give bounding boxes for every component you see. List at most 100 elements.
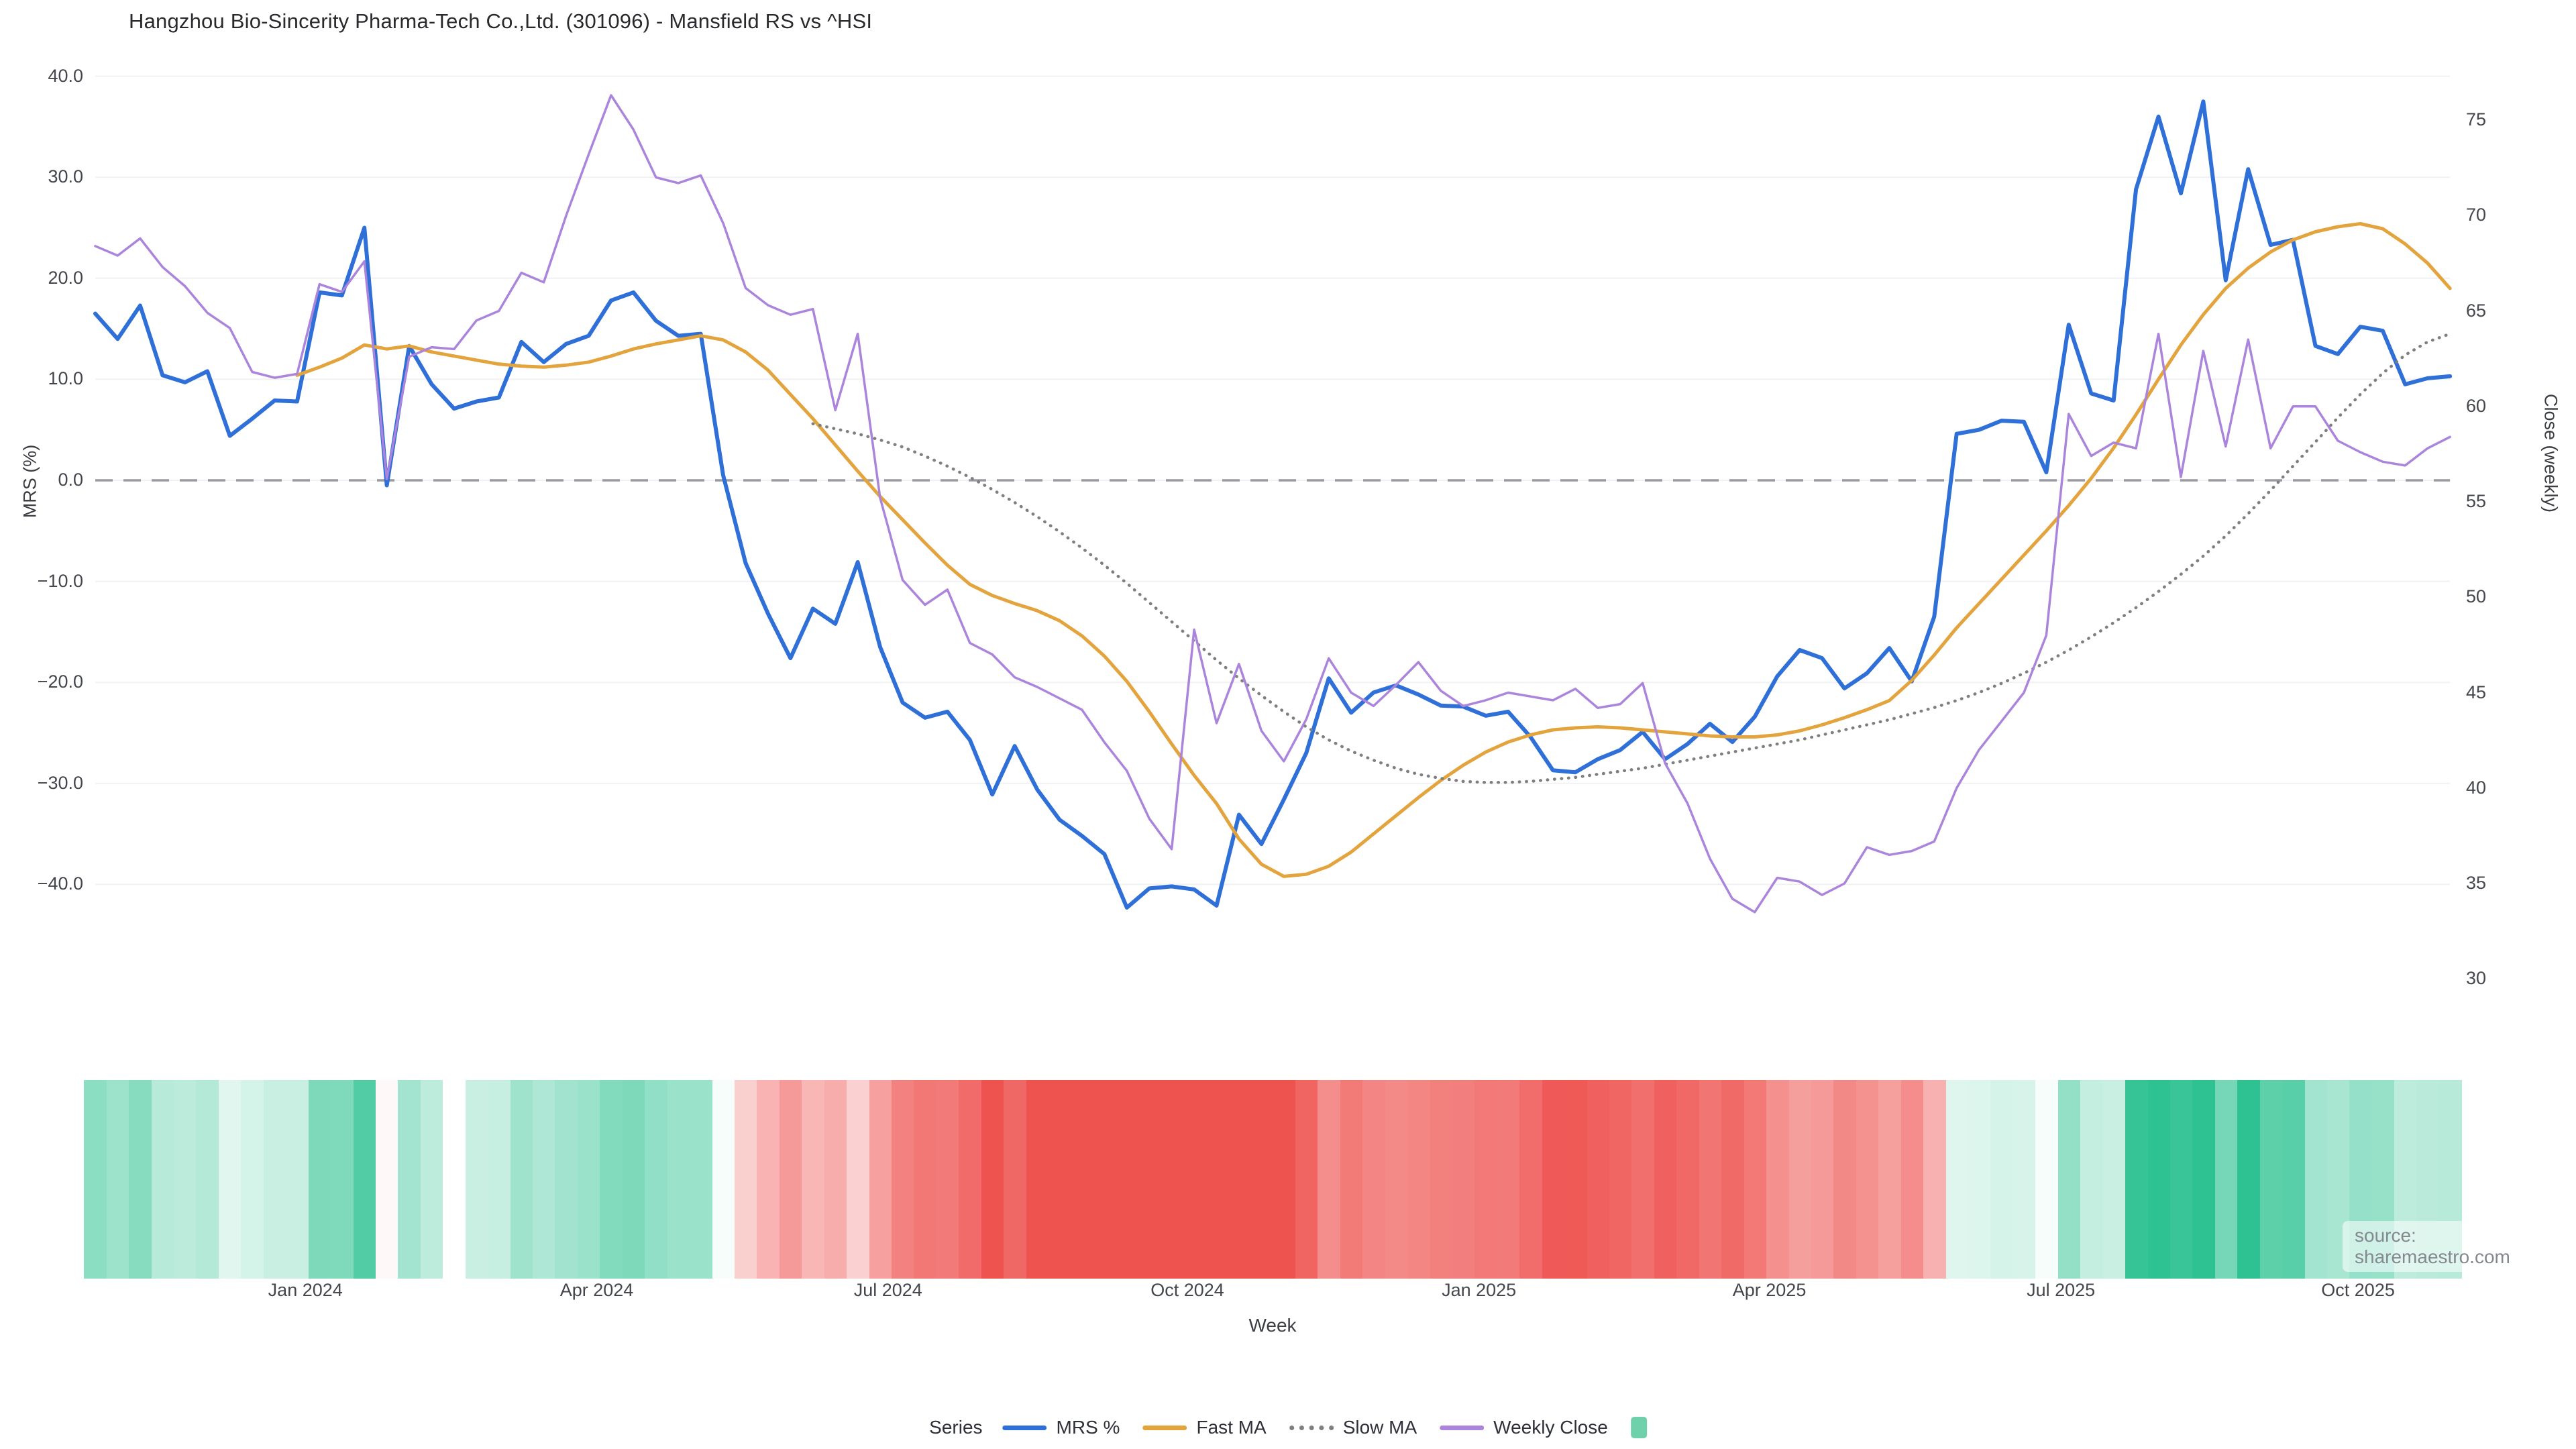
- heatmap-cell[interactable]: [936, 1080, 959, 1279]
- heatmap-cell[interactable]: [1945, 1080, 1969, 1279]
- weekly-close-line[interactable]: [94, 94, 2451, 914]
- heatmap-cell[interactable]: [1542, 1080, 1565, 1279]
- heatmap-cell[interactable]: [488, 1080, 511, 1279]
- heatmap-cell[interactable]: [2125, 1080, 2148, 1279]
- heatmap-cell[interactable]: [959, 1080, 981, 1279]
- heatmap-cell[interactable]: [2259, 1080, 2283, 1279]
- heatmap-cell[interactable]: [1273, 1080, 1295, 1279]
- heatmap-cell[interactable]: [779, 1080, 802, 1279]
- heatmap-cell[interactable]: [1049, 1080, 1071, 1279]
- heatmap-cell[interactable]: [914, 1080, 936, 1279]
- heatmap-cell[interactable]: [263, 1080, 286, 1279]
- heatmap-cell[interactable]: [690, 1080, 712, 1279]
- heatmap-cell[interactable]: [600, 1080, 623, 1279]
- fast-ma-line[interactable]: [295, 222, 2452, 878]
- heatmap-cell[interactable]: [1318, 1080, 1340, 1279]
- heatmap-cell[interactable]: [2214, 1080, 2238, 1279]
- heatmap-cell[interactable]: [353, 1080, 376, 1279]
- heatmap-cell[interactable]: [1228, 1080, 1251, 1279]
- heatmap-cell[interactable]: [1362, 1080, 1385, 1279]
- heatmap-cell[interactable]: [1004, 1080, 1026, 1279]
- heatmap-strip[interactable]: [84, 1080, 2462, 1279]
- heatmap-cell[interactable]: [2192, 1080, 2215, 1279]
- heatmap-cell[interactable]: [1676, 1080, 1699, 1279]
- heatmap-cell[interactable]: [1295, 1080, 1318, 1279]
- heatmap-cell[interactable]: [533, 1080, 555, 1279]
- heatmap-cell[interactable]: [555, 1080, 578, 1279]
- heatmap-cell[interactable]: [1990, 1080, 2013, 1279]
- heatmap-cell[interactable]: [510, 1080, 533, 1279]
- heatmap-cell[interactable]: [1071, 1080, 1093, 1279]
- heatmap-cell[interactable]: [2080, 1080, 2103, 1279]
- heatmap-cell[interactable]: [443, 1080, 465, 1279]
- heatmap-cell[interactable]: [802, 1080, 824, 1279]
- heatmap-cell[interactable]: [151, 1080, 174, 1279]
- heatmap-cell[interactable]: [712, 1080, 735, 1279]
- heatmap-cell[interactable]: [869, 1080, 892, 1279]
- heatmap-cell[interactable]: [734, 1080, 757, 1279]
- heatmap-cell[interactable]: [1564, 1080, 1587, 1279]
- heatmap-cell[interactable]: [308, 1080, 331, 1279]
- heatmap-cell[interactable]: [892, 1080, 914, 1279]
- heatmap-cell[interactable]: [2304, 1080, 2328, 1279]
- heatmap-cell[interactable]: [2147, 1080, 2170, 1279]
- heatmap-cell[interactable]: [1721, 1080, 1744, 1279]
- heatmap-cell[interactable]: [1811, 1080, 1834, 1279]
- heatmap-cell[interactable]: [1205, 1080, 1228, 1279]
- heatmap-cell[interactable]: [1340, 1080, 1363, 1279]
- heatmap-cell[interactable]: [824, 1080, 847, 1279]
- heatmap-cell[interactable]: [847, 1080, 869, 1279]
- heatmap-cell[interactable]: [577, 1080, 600, 1279]
- slow-ma-line[interactable]: [811, 332, 2452, 784]
- heatmap-cell[interactable]: [375, 1080, 398, 1279]
- legend-item-weekly-close[interactable]: Weekly Close: [1440, 1417, 1608, 1438]
- heatmap-cell[interactable]: [2169, 1080, 2193, 1279]
- heatmap-cell[interactable]: [331, 1080, 354, 1279]
- heatmap-cell[interactable]: [1743, 1080, 1767, 1279]
- heatmap-cell[interactable]: [2035, 1080, 2058, 1279]
- heatmap-cell[interactable]: [174, 1080, 197, 1279]
- heatmap-cell[interactable]: [1093, 1080, 1116, 1279]
- heatmap-cell[interactable]: [398, 1080, 421, 1279]
- heatmap-cell[interactable]: [1250, 1080, 1273, 1279]
- heatmap-cell[interactable]: [1161, 1080, 1183, 1279]
- heatmap-cell[interactable]: [981, 1080, 1004, 1279]
- heatmap-cell[interactable]: [1587, 1080, 1610, 1279]
- heatmap-cell[interactable]: [1856, 1080, 1879, 1279]
- heatmap-cell[interactable]: [1788, 1080, 1811, 1279]
- heatmap-cell[interactable]: [1878, 1080, 1901, 1279]
- heatmap-cell[interactable]: [1631, 1080, 1654, 1279]
- heatmap-cell[interactable]: [1407, 1080, 1430, 1279]
- heatmap-cell[interactable]: [2282, 1080, 2305, 1279]
- heatmap-cell[interactable]: [622, 1080, 645, 1279]
- heatmap-cell[interactable]: [2102, 1080, 2126, 1279]
- heatmap-cell[interactable]: [667, 1080, 690, 1279]
- heatmap-cell[interactable]: [106, 1080, 129, 1279]
- heatmap-cell[interactable]: [1766, 1080, 1789, 1279]
- legend-item-heatmap[interactable]: [1630, 1417, 1647, 1438]
- heatmap-cell[interactable]: [1968, 1080, 1991, 1279]
- heatmap-cell[interactable]: [218, 1080, 241, 1279]
- heatmap-cell[interactable]: [1654, 1080, 1677, 1279]
- heatmap-cell[interactable]: [1699, 1080, 1722, 1279]
- heatmap-cell[interactable]: [241, 1080, 264, 1279]
- heatmap-cell[interactable]: [757, 1080, 780, 1279]
- heatmap-cell[interactable]: [129, 1080, 152, 1279]
- heatmap-cell[interactable]: [84, 1080, 107, 1279]
- heatmap-cell[interactable]: [1519, 1080, 1542, 1279]
- heatmap-cell[interactable]: [2012, 1080, 2036, 1279]
- legend-item-slow-ma[interactable]: Slow MA: [1289, 1417, 1417, 1438]
- heatmap-cell[interactable]: [1609, 1080, 1632, 1279]
- heatmap-cell[interactable]: [1833, 1080, 1856, 1279]
- heatmap-cell[interactable]: [1138, 1080, 1161, 1279]
- heatmap-cell[interactable]: [2237, 1080, 2260, 1279]
- heatmap-cell[interactable]: [420, 1080, 443, 1279]
- heatmap-cell[interactable]: [1497, 1080, 1520, 1279]
- legend-item-fast-ma[interactable]: Fast MA: [1142, 1417, 1267, 1438]
- heatmap-cell[interactable]: [645, 1080, 667, 1279]
- heatmap-cell[interactable]: [1474, 1080, 1497, 1279]
- heatmap-cell[interactable]: [1116, 1080, 1138, 1279]
- heatmap-cell[interactable]: [1385, 1080, 1408, 1279]
- legend-item-mrs-[interactable]: MRS %: [1002, 1417, 1120, 1438]
